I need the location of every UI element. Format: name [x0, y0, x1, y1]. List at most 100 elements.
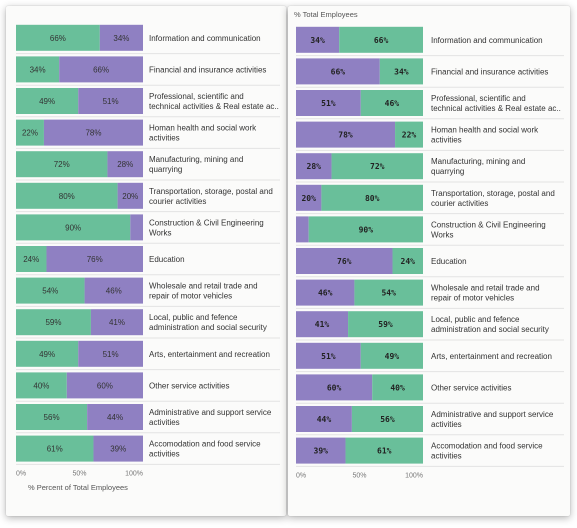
- data-label-purple: 41%: [109, 318, 125, 327]
- bar-green: [16, 119, 44, 146]
- data-label-purple: 51%: [321, 99, 336, 108]
- bar-green: [16, 56, 60, 83]
- data-label-purple: 60%: [97, 381, 113, 390]
- category-label: Local, public and fefence: [431, 315, 520, 324]
- bar-purple: [296, 406, 352, 432]
- bar-green: [308, 216, 423, 243]
- bar-green: [331, 153, 423, 180]
- category-label: Homan health and social work: [431, 126, 539, 135]
- data-label-purple: 34%: [310, 36, 325, 45]
- category-label: Works: [431, 230, 454, 239]
- bar-purple: [99, 24, 143, 51]
- data-label-purple: 44%: [107, 413, 123, 422]
- data-label-purple: 41%: [315, 320, 330, 329]
- category-label: activities: [149, 134, 180, 143]
- bar-green: [16, 182, 118, 209]
- bar-purple: [296, 374, 373, 401]
- category-label: Manufacturing, mining and: [431, 157, 525, 166]
- data-label-purple: 39%: [314, 447, 329, 456]
- data-label-green: 90%: [359, 225, 374, 234]
- category-label: administration and social security: [431, 325, 549, 334]
- category-label: Financial and insurance activities: [149, 65, 266, 74]
- category-label: activities: [431, 420, 462, 429]
- category-label: administration and social security: [149, 323, 267, 332]
- bar-purple: [296, 153, 332, 180]
- data-label-green: 66%: [50, 34, 66, 43]
- data-label-green: 59%: [378, 320, 393, 329]
- data-label-green: 90%: [65, 223, 81, 232]
- data-label-green: 22%: [402, 131, 417, 140]
- x-tick-label: 100%: [405, 472, 423, 479]
- bar-purple: [296, 248, 393, 274]
- data-label-green: 66%: [374, 36, 389, 45]
- category-label: activities: [431, 452, 462, 461]
- category-label: Other service activities: [149, 381, 229, 390]
- bar-green: [392, 248, 423, 274]
- bar-green: [372, 374, 423, 401]
- data-label-green: 40%: [390, 383, 405, 392]
- bar-green: [16, 372, 67, 399]
- data-label-purple: 44%: [317, 415, 332, 424]
- bar-purple: [130, 214, 143, 241]
- data-label-green: 34%: [394, 67, 409, 76]
- bar-purple: [296, 342, 361, 369]
- data-label-purple: 76%: [87, 255, 103, 264]
- bar-purple: [296, 437, 346, 464]
- data-label-purple: 28%: [307, 162, 322, 171]
- data-label-purple: 34%: [113, 34, 129, 43]
- data-label-purple: 20%: [122, 192, 138, 201]
- data-label-green: 56%: [380, 415, 395, 424]
- category-label: Wholesale and retail trade and: [431, 284, 540, 293]
- category-label: Administrative and support service: [431, 410, 554, 419]
- bar-purple: [66, 372, 143, 399]
- right-stacked-bar-chart: 34% 66% Information and communication 66% 34…: [296, 26, 564, 479]
- data-label-purple: 51%: [103, 350, 119, 359]
- bar-purple: [117, 182, 143, 209]
- category-label: quarrying: [431, 167, 464, 176]
- x-tick-label: 0%: [296, 472, 306, 479]
- data-label-green: 59%: [45, 318, 61, 327]
- bar-green: [16, 24, 100, 51]
- data-label-green: 72%: [54, 160, 70, 169]
- bar-green: [16, 151, 108, 178]
- category-label: Manufacturing, mining and: [149, 155, 243, 164]
- bar-green: [16, 435, 94, 462]
- data-label-green: 80%: [59, 192, 75, 201]
- bar-green: [348, 311, 423, 338]
- data-label-green: 46%: [385, 99, 400, 108]
- category-label: repair of motor vehicles: [149, 292, 232, 301]
- bar-green: [16, 88, 79, 114]
- category-label: Local, public and fefence: [149, 313, 238, 322]
- bar-green: [16, 309, 91, 336]
- data-label-green: 56%: [44, 413, 60, 422]
- left-stacked-bar-chart: 66% 34% Information and communication 34% 66…: [16, 24, 280, 477]
- data-label-purple: 28%: [117, 160, 133, 169]
- bar-green: [360, 90, 423, 116]
- category-label: Information and communication: [149, 34, 261, 43]
- data-label-purple: 66%: [331, 67, 346, 76]
- category-label: Construction & Civil Engineering: [431, 220, 546, 229]
- category-label: activities: [149, 450, 180, 459]
- category-label: Education: [149, 255, 185, 264]
- x-tick-label: 0%: [16, 470, 26, 477]
- category-label: quarrying: [149, 165, 182, 174]
- data-label-purple: 51%: [321, 352, 336, 361]
- bar-green: [321, 184, 423, 211]
- bar-purple: [59, 56, 143, 83]
- x-tick-label: 100%: [125, 470, 143, 477]
- data-label-purple: 78%: [338, 131, 353, 140]
- right-chart-panel: % Total Employees 34% 66% Information and …: [288, 6, 570, 516]
- category-label: Education: [431, 257, 467, 266]
- bar-purple: [296, 311, 349, 338]
- category-label: Accomodation and food service: [149, 440, 261, 449]
- bar-green: [16, 340, 79, 367]
- category-label: courier activities: [431, 199, 488, 208]
- data-label-green: 80%: [365, 194, 380, 203]
- bar-purple: [87, 404, 143, 430]
- data-label-purple: 66%: [93, 65, 109, 74]
- data-label-green: 24%: [23, 255, 39, 264]
- category-label: courier activities: [149, 197, 206, 206]
- bar-green: [16, 277, 85, 304]
- data-label-green: 61%: [47, 445, 63, 454]
- category-label: Professional, scientific and: [149, 92, 244, 101]
